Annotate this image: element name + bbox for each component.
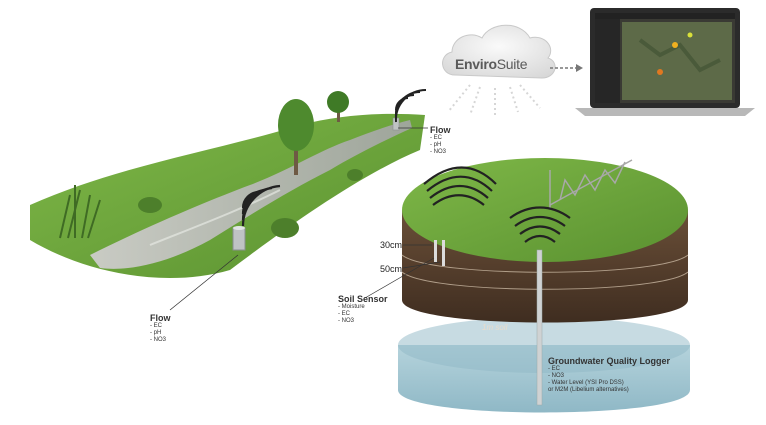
soil-sensor-item: - Moisture bbox=[338, 304, 365, 310]
arrow-to-laptop bbox=[550, 64, 583, 72]
depth-50cm-label: 50cm bbox=[380, 264, 403, 274]
reed-bush bbox=[59, 185, 101, 239]
flow-top-item: - EC bbox=[430, 135, 442, 141]
flow-top-item: - NO3 bbox=[430, 149, 447, 155]
envirosuite-logo: EnviroSuite bbox=[455, 56, 527, 72]
flow-top-label: Flow - EC - pH - NO3 bbox=[430, 125, 451, 156]
brand-bold: Enviro bbox=[455, 56, 497, 72]
soil-cylinder bbox=[364, 158, 690, 413]
groundwater-item: - Water Level (YSI Pro DSS) bbox=[548, 380, 624, 386]
uplink-beams bbox=[447, 84, 541, 118]
groundwater-item: - EC bbox=[548, 366, 560, 372]
flow-bottom-label: Flow - EC - pH - NO3 bbox=[150, 313, 171, 344]
groundwater-item: or M2M (Libelium alternatives) bbox=[548, 387, 629, 393]
flow-bottom-title: Flow bbox=[150, 313, 171, 323]
shrub bbox=[138, 197, 162, 213]
groundwater-label: Groundwater Quality Logger - EC - NO3 - … bbox=[548, 356, 670, 394]
flow-bottom-item: - EC bbox=[150, 323, 162, 329]
soil-sensor-item: - EC bbox=[338, 311, 350, 317]
laptop bbox=[575, 8, 755, 116]
soil-depth-label: 1m soil bbox=[482, 323, 508, 332]
signal-waves-bottom bbox=[241, 184, 281, 227]
soil-sensor-item: - NO3 bbox=[338, 318, 355, 324]
flow-bottom-item: - pH bbox=[150, 330, 162, 336]
flow-bottom-item: - NO3 bbox=[150, 337, 167, 343]
soil-sensor-title: Soil Sensor bbox=[338, 294, 388, 304]
flow-top-title: Flow bbox=[430, 125, 451, 135]
stream-landscape bbox=[30, 88, 428, 311]
signal-waves-soil bbox=[423, 166, 497, 206]
shrub bbox=[347, 169, 363, 181]
depth-30cm-label: 30cm bbox=[380, 240, 403, 250]
groundwater-item: - NO3 bbox=[548, 373, 565, 379]
leader-line bbox=[169, 254, 239, 311]
shrub bbox=[271, 218, 299, 238]
soil-sensor-label: Soil Sensor - Moisture - EC - NO3 bbox=[338, 294, 388, 325]
signal-waves-top bbox=[394, 88, 427, 123]
signal-waves-well bbox=[509, 206, 571, 243]
flow-top-item: - pH bbox=[430, 142, 442, 148]
probe-30cm bbox=[434, 240, 437, 262]
probe-50cm bbox=[442, 240, 445, 266]
tree bbox=[278, 99, 314, 175]
groundwater-title: Groundwater Quality Logger bbox=[548, 356, 671, 366]
envirosuite-cloud bbox=[442, 24, 556, 79]
flow-sensor-bottom bbox=[232, 226, 246, 251]
brand-light: Suite bbox=[496, 56, 528, 72]
tree bbox=[327, 91, 349, 122]
groundwater-well bbox=[536, 249, 543, 406]
